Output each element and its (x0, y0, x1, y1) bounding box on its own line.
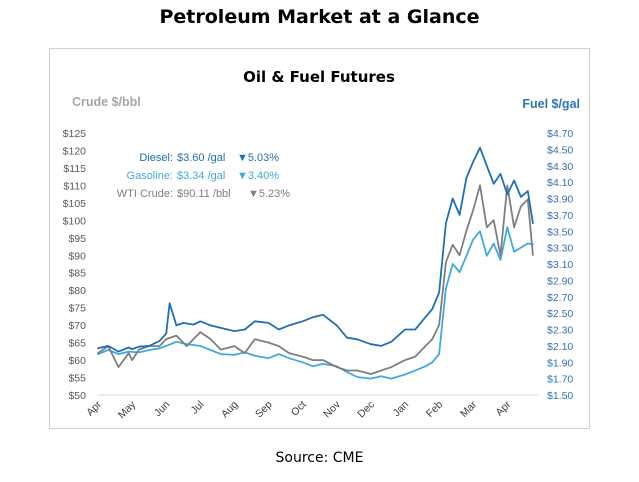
x-axis-ticks: Apr May Jun Jul Aug Sep Oct Nov Dec Jan Feb Mar Apr (84, 398, 514, 421)
series-line-wti-crude (97, 184, 534, 375)
x-tick-label: Aug (219, 399, 241, 421)
x-tick-label: Sep (253, 399, 275, 421)
y-left-tick-label: $95 (68, 233, 86, 245)
y-right-tick-label: $3.90 (547, 194, 573, 206)
y-right-tick-label: $3.70 (547, 210, 573, 222)
legend-crude-name: WTI Crude: (117, 188, 173, 200)
y-axis-right-ticks: $4.70 $4.50 $4.30 $4.10 $3.90 $3.70 $3.50 $3.30… (547, 128, 573, 402)
legend-diesel-change: ▼5.03% (237, 152, 279, 164)
y-left-tick-label: $115 (63, 163, 86, 175)
y-left-tick-label: $110 (63, 180, 86, 192)
y-right-tick-label: $1.50 (547, 390, 573, 402)
y-left-tick-label: $85 (68, 268, 86, 280)
y-right-tick-label: $4.70 (547, 128, 573, 140)
legend-gasoline-name: Gasoline: (127, 170, 173, 182)
y-left-tick-label: $125 (63, 128, 87, 140)
y-left-tick-label: $65 (68, 338, 86, 350)
y-right-tick-label: $3.10 (547, 259, 573, 271)
series-line-gasoline (97, 226, 534, 380)
y-left-tick-label: $120 (63, 145, 87, 157)
y-right-tick-label: $3.30 (547, 243, 573, 255)
y-right-tick-label: $2.90 (547, 275, 573, 287)
page-title: Petroleum Market at a Glance (159, 6, 480, 28)
legend: Diesel: $3.60 /gal ▼5.03% Gasoline: $3.3… (117, 152, 291, 200)
x-tick-label: Jan (391, 399, 412, 420)
y-left-tick-label: $80 (68, 285, 86, 297)
y-right-tick-label: $1.90 (547, 357, 573, 369)
x-tick-label: Apr (493, 398, 513, 418)
x-tick-label: Oct (289, 399, 309, 419)
y-left-tick-label: $105 (63, 198, 87, 210)
y-right-tick-label: $2.70 (547, 292, 573, 304)
legend-gasoline-change: ▼3.40% (237, 170, 279, 182)
y-axis-left-label: Crude $/bbl (72, 95, 141, 109)
legend-diesel-value: $3.60 /gal (177, 152, 225, 164)
x-tick-label: Nov (321, 398, 343, 420)
y-left-tick-label: $50 (68, 390, 86, 402)
legend-crude-change: ▼5.23% (248, 188, 290, 200)
y-right-tick-label: $2.10 (547, 341, 573, 353)
x-tick-label: Apr (84, 398, 104, 418)
source-note: Source: CME (275, 450, 364, 466)
y-right-tick-label: $2.30 (547, 325, 573, 337)
x-tick-label: Feb (424, 399, 445, 420)
x-tick-label: Dec (355, 399, 377, 421)
y-right-tick-label: $4.30 (547, 161, 573, 173)
y-right-tick-label: $1.70 (547, 374, 573, 386)
chart-container: Oil & Fuel Futures Crude $/bbl Fuel $/ga… (49, 48, 590, 429)
y-axis-right-label: Fuel $/gal (522, 97, 580, 111)
y-left-tick-label: $55 (68, 373, 86, 385)
legend-gasoline-value: $3.34 /gal (177, 170, 225, 182)
chart-title: Oil & Fuel Futures (243, 68, 395, 86)
y-left-tick-label: $60 (68, 355, 86, 367)
legend-diesel-name: Diesel: (139, 152, 173, 164)
x-tick-label: May (116, 398, 139, 421)
y-right-tick-label: $2.50 (547, 308, 573, 320)
x-tick-label: Jun (152, 399, 173, 420)
y-left-tick-label: $75 (68, 303, 86, 315)
y-axis-left-ticks: $125 $120 $115 $110 $105 $100 $95 $90 $85 $80 $75 $… (63, 128, 87, 402)
y-left-tick-label: $100 (63, 215, 87, 227)
y-left-tick-label: $90 (68, 250, 86, 262)
series-line-diesel (97, 146, 534, 353)
y-right-tick-label: $4.50 (547, 144, 573, 156)
y-right-tick-label: $4.10 (547, 177, 573, 189)
y-right-tick-label: $3.50 (547, 226, 573, 238)
x-tick-label: Mar (458, 398, 480, 420)
series-layer (97, 146, 534, 380)
legend-crude-value: $90.11 /bbl (177, 188, 231, 200)
x-tick-label: Jul (188, 399, 206, 417)
chart-svg: Oil & Fuel Futures Crude $/bbl Fuel $/ga… (63, 68, 580, 421)
y-left-tick-label: $70 (68, 320, 86, 332)
